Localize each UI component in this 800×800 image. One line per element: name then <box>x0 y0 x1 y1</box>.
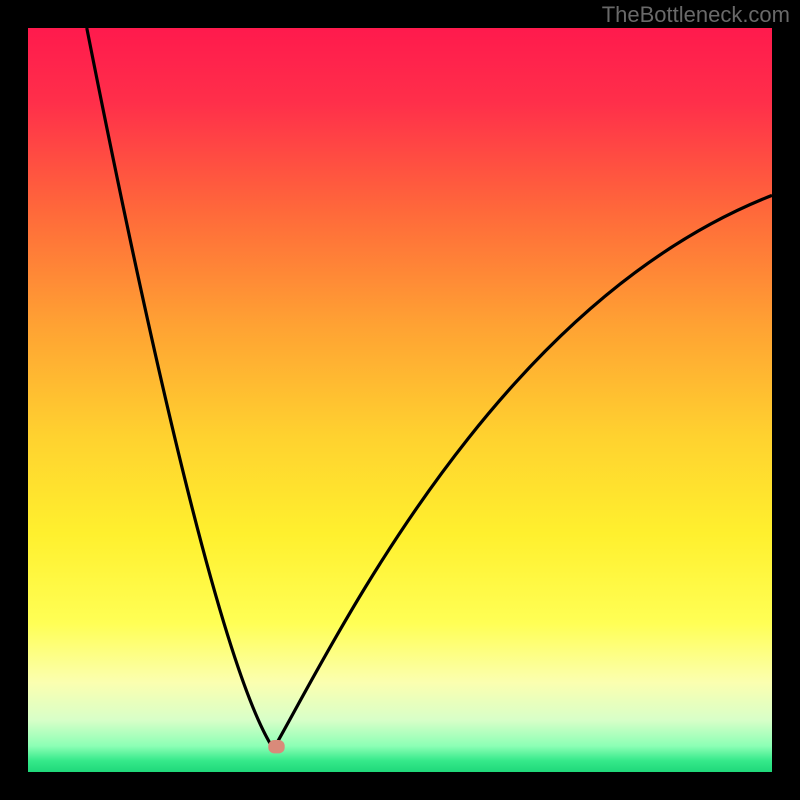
plot-background <box>28 28 772 772</box>
bottleneck-chart-svg <box>0 0 800 800</box>
watermark-text: TheBottleneck.com <box>602 2 790 28</box>
chart-frame: TheBottleneck.com <box>0 0 800 800</box>
optimal-point-marker <box>268 740 284 753</box>
